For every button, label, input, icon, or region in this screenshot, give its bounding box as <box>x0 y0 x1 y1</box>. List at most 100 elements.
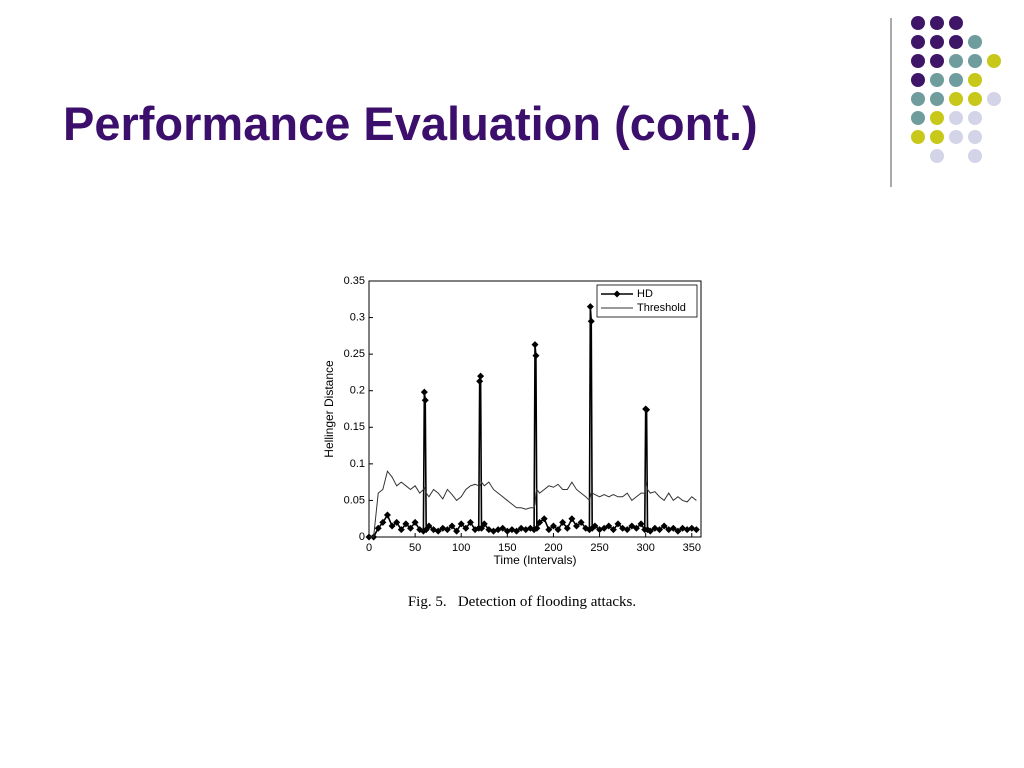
dot <box>968 73 982 87</box>
marker <box>425 522 433 530</box>
dot <box>987 92 1001 106</box>
marker <box>393 518 401 526</box>
marker <box>563 524 571 532</box>
dot <box>911 16 925 30</box>
marker <box>692 526 700 534</box>
marker <box>411 518 419 526</box>
marker <box>420 388 428 396</box>
dot <box>968 111 982 125</box>
dot <box>911 111 925 125</box>
marker <box>478 524 486 532</box>
marker <box>623 526 631 534</box>
caption: Fig. 5. Detection of flooding attacks. <box>408 594 636 610</box>
y-axis-label: Hellinger Distance <box>322 360 336 458</box>
marker <box>434 527 442 535</box>
x-tick-label: 300 <box>636 542 654 554</box>
series-line <box>369 470 697 538</box>
x-tick-label: 250 <box>590 542 608 554</box>
legend-label: HD <box>637 288 653 300</box>
marker <box>532 352 540 360</box>
x-tick-label: 150 <box>498 542 516 554</box>
dot <box>968 149 982 163</box>
marker <box>421 396 429 404</box>
legend-label: Threshold <box>637 302 686 314</box>
y-tick-label: 0.3 <box>350 311 365 323</box>
dot <box>968 54 982 68</box>
dot <box>911 73 925 87</box>
marker <box>531 341 539 349</box>
dot <box>968 35 982 49</box>
marker <box>457 520 465 528</box>
dot <box>930 130 944 144</box>
dot <box>930 35 944 49</box>
dot <box>949 35 963 49</box>
dot <box>949 92 963 106</box>
marker <box>462 524 470 532</box>
decoration <box>911 16 1001 163</box>
dot <box>911 35 925 49</box>
marker <box>614 520 622 528</box>
marker <box>388 522 396 530</box>
dot <box>987 54 1001 68</box>
marker <box>397 526 405 534</box>
marker <box>605 522 613 530</box>
dot <box>911 130 925 144</box>
marker <box>549 522 557 530</box>
y-tick-label: 0.35 <box>344 275 365 287</box>
x-axis-label: Time (Intervals) <box>494 553 577 567</box>
marker <box>448 522 456 530</box>
marker <box>559 518 567 526</box>
dot <box>949 54 963 68</box>
dot <box>930 54 944 68</box>
marker <box>609 526 617 534</box>
marker <box>513 527 521 535</box>
marker <box>637 520 645 528</box>
marker <box>374 524 382 532</box>
dot <box>930 92 944 106</box>
marker <box>632 524 640 532</box>
marker <box>477 372 485 380</box>
dot <box>930 149 944 163</box>
y-tick-label: 0.1 <box>350 458 365 470</box>
x-tick-label: 100 <box>452 542 470 554</box>
marker <box>480 520 488 528</box>
marker <box>568 515 576 523</box>
marker <box>591 522 599 530</box>
dot <box>949 73 963 87</box>
marker <box>536 518 544 526</box>
marker <box>669 524 677 532</box>
y-tick-label: 0.2 <box>350 385 365 397</box>
marker <box>586 303 594 311</box>
legend-box <box>596 284 698 318</box>
marker <box>660 522 668 530</box>
dot <box>911 92 925 106</box>
dot <box>930 111 944 125</box>
slide-title: Performance Evaluation (cont.) <box>63 97 758 150</box>
dot <box>968 130 982 144</box>
marker <box>540 515 548 523</box>
x-tick-label: 50 <box>409 542 421 554</box>
marker <box>443 526 451 534</box>
marker <box>499 524 507 532</box>
marker <box>656 526 663 534</box>
marker <box>453 527 461 535</box>
y-tick-label: 0.25 <box>344 348 365 360</box>
marker <box>466 518 474 526</box>
marker <box>643 406 651 414</box>
dot <box>968 92 982 106</box>
marker <box>573 522 580 530</box>
marker <box>577 518 585 526</box>
x-tick-label: 0 <box>366 542 372 554</box>
y-tick-label: 0 <box>359 531 365 543</box>
marker <box>383 511 391 519</box>
marker <box>545 526 553 534</box>
legend-marker <box>613 290 621 298</box>
marker <box>587 317 595 325</box>
x-tick-label: 350 <box>683 542 701 554</box>
marker <box>402 520 410 528</box>
marker <box>407 524 414 532</box>
marker <box>379 518 387 526</box>
dot <box>949 16 963 30</box>
y-tick-label: 0.05 <box>344 494 365 506</box>
